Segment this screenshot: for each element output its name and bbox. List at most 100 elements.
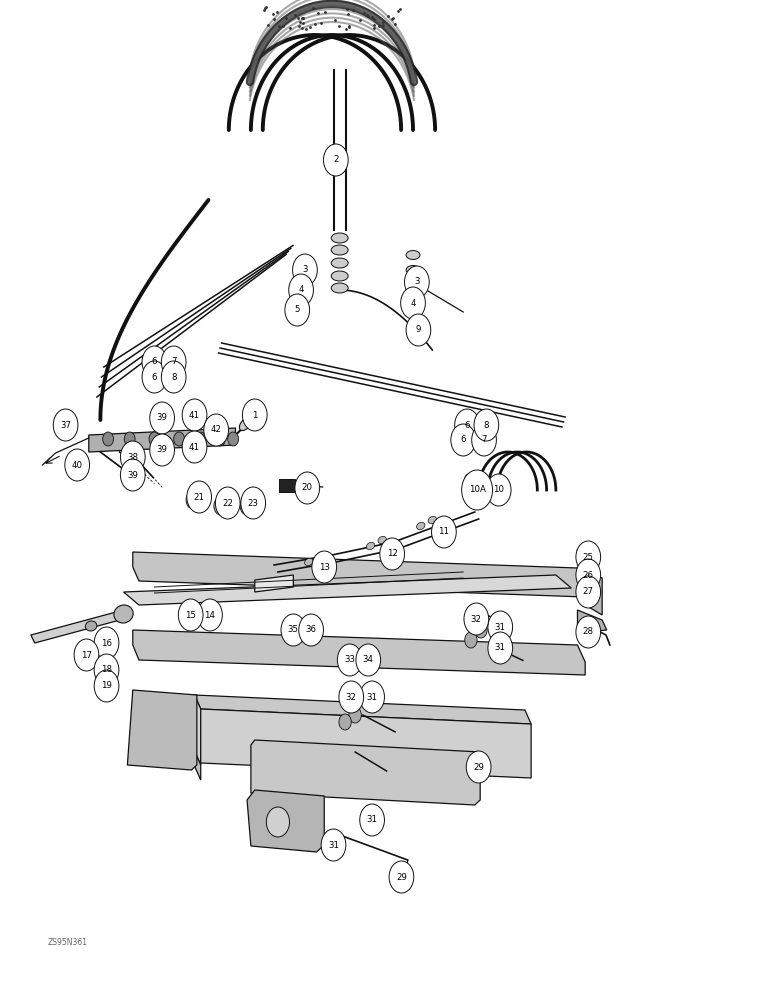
Circle shape [94, 627, 119, 659]
Text: 31: 31 [495, 622, 506, 632]
Polygon shape [195, 695, 531, 724]
Circle shape [198, 599, 222, 631]
Text: 33: 33 [344, 656, 355, 664]
Circle shape [94, 654, 119, 686]
Circle shape [266, 807, 290, 837]
Circle shape [466, 751, 491, 783]
Circle shape [204, 414, 229, 446]
Circle shape [142, 361, 167, 393]
Text: 39: 39 [157, 446, 168, 454]
Text: 14: 14 [205, 610, 215, 619]
Circle shape [576, 576, 601, 608]
Text: 31: 31 [328, 840, 339, 850]
Text: 11: 11 [438, 528, 449, 536]
Circle shape [488, 611, 513, 643]
Text: 23: 23 [248, 498, 259, 508]
Text: 25: 25 [583, 552, 594, 562]
Circle shape [186, 491, 200, 509]
Text: 34: 34 [363, 656, 374, 664]
Circle shape [337, 644, 362, 676]
Polygon shape [133, 552, 585, 597]
Text: 39: 39 [157, 414, 168, 422]
Text: 20: 20 [302, 484, 313, 492]
Circle shape [475, 622, 487, 638]
Text: 31: 31 [367, 816, 378, 824]
Circle shape [451, 424, 476, 456]
Polygon shape [89, 428, 235, 452]
Circle shape [195, 432, 206, 446]
Ellipse shape [317, 553, 324, 561]
Ellipse shape [331, 233, 348, 243]
Text: 31: 31 [495, 644, 506, 652]
Text: 22: 22 [222, 498, 233, 508]
Polygon shape [247, 790, 324, 852]
Ellipse shape [367, 542, 374, 550]
Circle shape [576, 616, 601, 648]
Circle shape [281, 614, 306, 646]
Text: 41: 41 [189, 442, 200, 452]
Circle shape [120, 441, 145, 473]
Polygon shape [31, 610, 127, 643]
Circle shape [150, 434, 174, 466]
Text: 6: 6 [151, 372, 157, 381]
Ellipse shape [581, 587, 593, 599]
Text: 26: 26 [583, 570, 594, 580]
Circle shape [465, 632, 477, 648]
Text: 32: 32 [471, 614, 482, 624]
Text: 13: 13 [319, 562, 330, 572]
Circle shape [228, 432, 239, 446]
Circle shape [289, 274, 313, 306]
Text: 6: 6 [464, 420, 470, 430]
Polygon shape [251, 740, 480, 805]
Ellipse shape [331, 283, 348, 293]
Circle shape [360, 681, 384, 713]
Ellipse shape [331, 271, 348, 281]
Circle shape [474, 409, 499, 441]
Circle shape [182, 399, 207, 431]
Circle shape [576, 559, 601, 591]
Circle shape [406, 314, 431, 346]
Text: 41: 41 [189, 410, 200, 420]
Circle shape [321, 829, 346, 861]
Ellipse shape [474, 478, 483, 486]
Circle shape [488, 632, 513, 664]
Ellipse shape [406, 277, 420, 286]
Text: 35: 35 [288, 626, 299, 635]
Text: 38: 38 [127, 452, 138, 462]
Text: 15: 15 [185, 610, 196, 619]
Text: 31: 31 [367, 692, 378, 702]
Circle shape [339, 714, 351, 730]
Circle shape [380, 538, 405, 570]
Text: 7: 7 [171, 358, 177, 366]
Text: 3: 3 [414, 277, 420, 286]
Text: 2: 2 [333, 155, 339, 164]
Text: 42: 42 [211, 426, 222, 434]
Text: 17: 17 [81, 650, 92, 660]
Polygon shape [195, 695, 201, 765]
Circle shape [486, 474, 511, 506]
Circle shape [285, 294, 310, 326]
Circle shape [53, 409, 78, 441]
Text: 4: 4 [410, 298, 416, 308]
Polygon shape [124, 575, 571, 605]
Ellipse shape [489, 486, 499, 494]
Ellipse shape [406, 265, 420, 274]
Text: 1: 1 [252, 410, 258, 420]
Ellipse shape [305, 558, 313, 566]
Text: 5: 5 [294, 306, 300, 314]
Text: 29: 29 [473, 762, 484, 772]
Circle shape [74, 639, 99, 671]
Text: 8: 8 [483, 420, 489, 430]
Text: 21: 21 [194, 492, 205, 502]
Circle shape [339, 681, 364, 713]
Text: 29: 29 [396, 872, 407, 882]
Polygon shape [195, 751, 201, 780]
Text: 6: 6 [151, 358, 157, 366]
Polygon shape [133, 630, 585, 675]
Bar [279, 479, 295, 492]
Text: 4: 4 [298, 286, 304, 294]
Circle shape [462, 470, 493, 510]
Circle shape [124, 432, 135, 446]
Ellipse shape [417, 522, 425, 530]
Circle shape [241, 487, 266, 519]
